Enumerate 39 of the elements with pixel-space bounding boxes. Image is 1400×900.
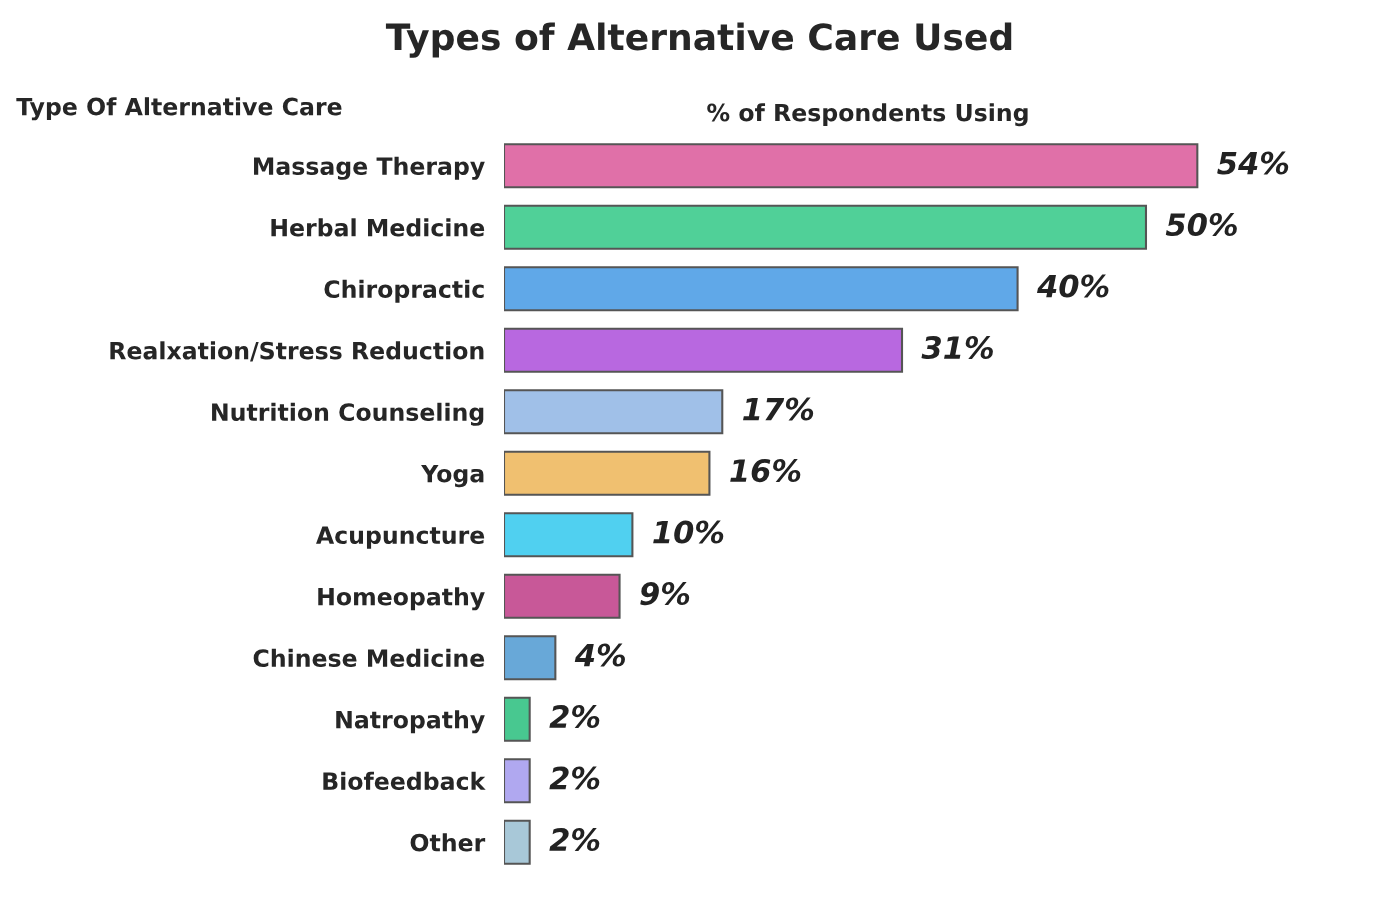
y-tick-label: Massage Therapy [254,156,485,180]
y-tick-label: Nutrition Counseling [212,402,484,426]
y-tick-label: Herbal Medicine [271,218,485,237]
bar [504,758,531,804]
bar [504,696,531,742]
data-label: 16% [730,459,801,483]
y-tick-label: Other [410,833,486,852]
bar [504,573,621,619]
data-label: 31% [921,336,993,360]
bar [504,204,1148,250]
y-tick-label: Realxation/Stress Reduction [110,341,484,362]
data-label: 2% [549,705,600,729]
y-tick-label: Homeopathy [318,587,485,611]
data-label: 40% [1037,274,1109,298]
bar [504,450,711,496]
y-tick-label: Yoga [421,464,484,488]
data-label: 9% [640,582,690,606]
x-axis-title: % of Respondents Using [707,103,1028,127]
bar [504,266,1019,312]
bar [504,819,531,865]
y-axis-title: Type Of Alternative Care [16,97,342,121]
data-label: 2% [549,766,600,790]
data-label: 10% [653,520,724,544]
y-tick-label: Chinese Medicine [253,648,485,668]
bar [504,512,634,558]
bar [504,327,904,373]
data-label: 17% [743,397,814,421]
y-tick-label: Acupuncture [316,526,485,549]
y-tick-label: Biofeedback [323,771,486,791]
y-tick-label: Chiropractic [324,279,484,303]
chart-title: Types of Alternative Care Used [385,22,1012,58]
data-label: 54% [1217,151,1289,175]
bar [504,635,557,681]
bar [504,143,1199,189]
data-label: 2% [549,828,600,852]
bar [504,389,724,435]
y-tick-label: Natropathy [336,710,485,734]
data-label: 4% [574,643,625,667]
data-label: 50% [1165,213,1237,237]
